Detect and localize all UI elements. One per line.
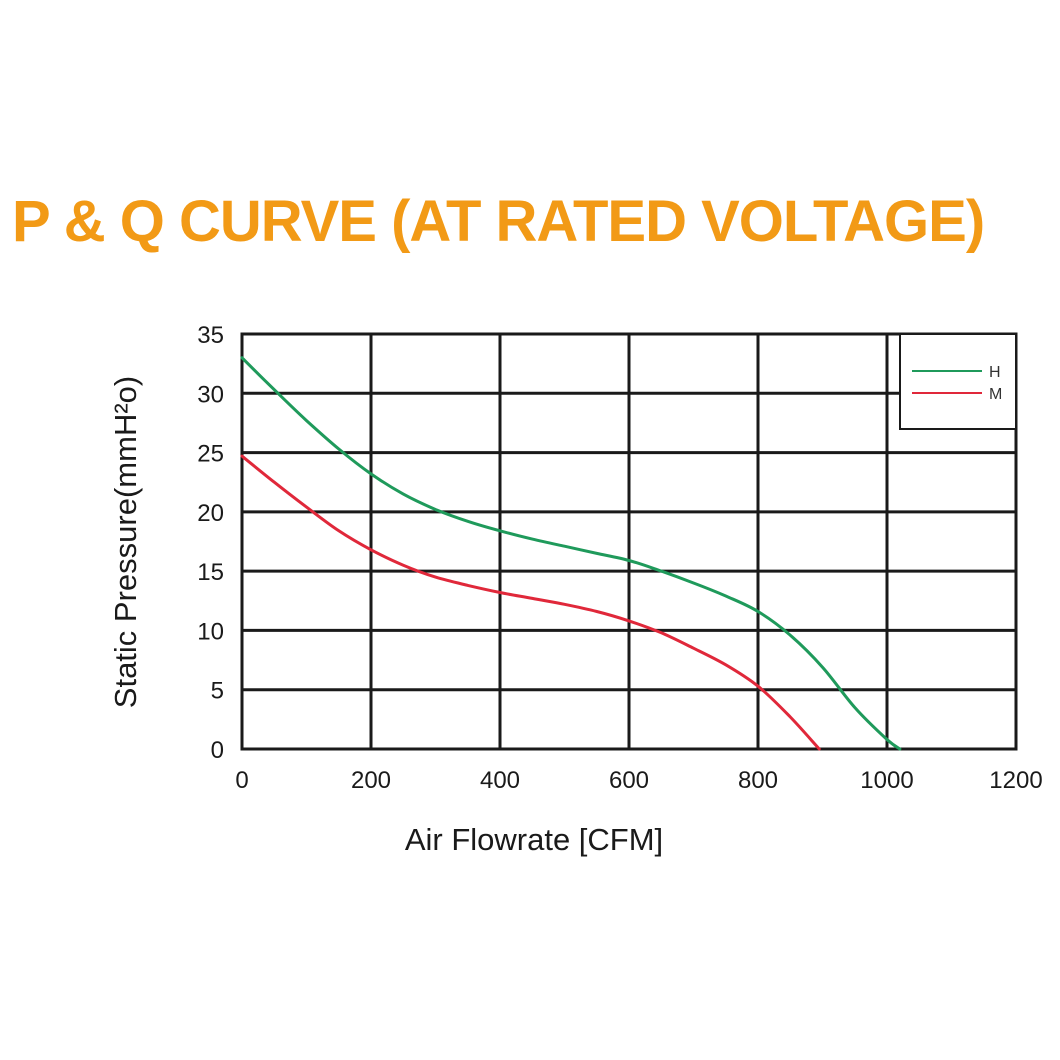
x-axis-label: Air Flowrate [CFM]	[405, 822, 663, 857]
series-line-m	[240, 454, 821, 751]
plot-frame	[240, 332, 1018, 751]
x-tick-label: 600	[609, 767, 649, 794]
x-tick-label: 400	[480, 767, 520, 794]
y-tick-label: 5	[211, 678, 224, 705]
tick-labels: 0 200 400 600 800 1000 1200 0 5 10 15 20 25 30 35	[197, 322, 1042, 794]
y-tick-label: 20	[197, 500, 224, 527]
legend-label: M	[989, 386, 1002, 403]
legend-box	[899, 333, 1017, 430]
y-tick-label: 0	[211, 737, 224, 764]
y-tick-label: 15	[197, 559, 224, 586]
x-tick-label: 1200	[989, 767, 1042, 794]
x-tick-label: 0	[235, 767, 248, 794]
y-tick-label: 10	[197, 618, 224, 645]
y-tick-label: 35	[197, 322, 224, 349]
series-line-h	[240, 356, 902, 751]
legend: HM	[899, 333, 1017, 430]
chart-title: P & Q CURVE (AT RATED VOLTAGE)	[12, 189, 985, 254]
x-tick-label: 800	[738, 767, 778, 794]
legend-label: H	[989, 364, 1001, 381]
x-tick-label: 1000	[860, 767, 913, 794]
y-tick-label: 25	[197, 441, 224, 468]
series-layer	[240, 356, 902, 751]
x-tick-label: 200	[351, 767, 391, 794]
grid-layer	[240, 332, 1018, 751]
y-tick-label: 30	[197, 381, 224, 408]
y-axis-label: Static Pressure(mmH²o)	[108, 376, 143, 708]
